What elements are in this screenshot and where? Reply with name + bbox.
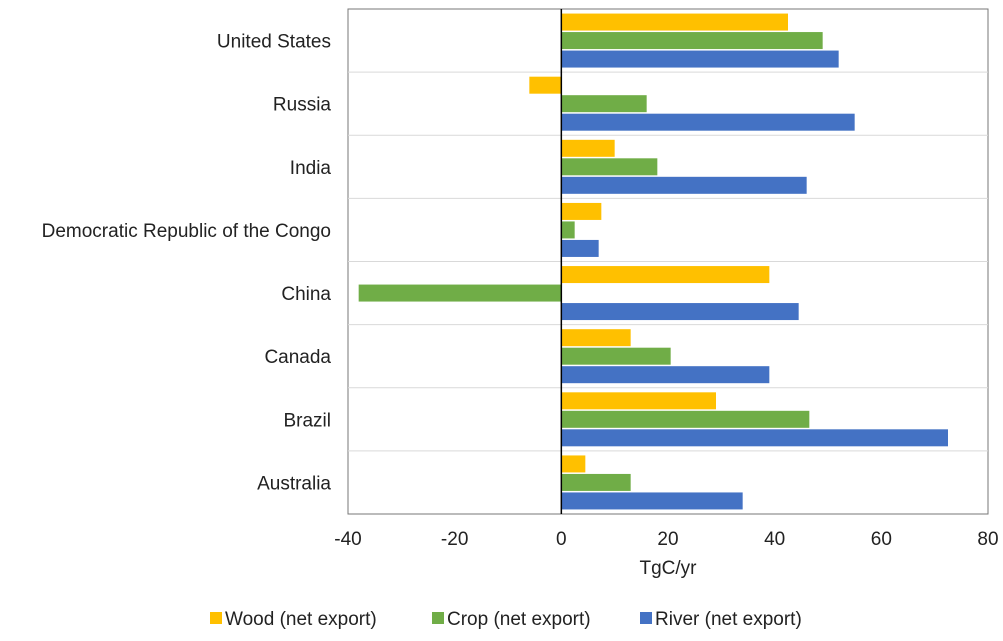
bar-crop bbox=[561, 158, 658, 176]
bar-wood bbox=[561, 13, 788, 31]
bar-wood bbox=[561, 202, 602, 220]
bar-wood bbox=[561, 392, 716, 410]
category-label: United States bbox=[217, 32, 331, 53]
category-label: India bbox=[290, 158, 332, 179]
bar-crop bbox=[561, 410, 810, 428]
bar-river bbox=[561, 366, 770, 384]
bar-river bbox=[561, 50, 839, 68]
category-label: China bbox=[281, 284, 331, 305]
bar-wood bbox=[561, 139, 615, 157]
legend-label: Crop (net export) bbox=[447, 609, 591, 630]
category-separators bbox=[348, 71, 988, 452]
bar-crop bbox=[561, 32, 823, 50]
bar-river bbox=[561, 176, 807, 194]
bar-river bbox=[561, 492, 743, 510]
category-labels: United States Russia India Democratic Repub… bbox=[42, 32, 332, 495]
bar-wood bbox=[529, 76, 562, 94]
bar-crop bbox=[358, 284, 562, 302]
bar-river bbox=[561, 239, 599, 257]
category-label: Russia bbox=[273, 95, 332, 116]
category-label: Australia bbox=[257, 473, 331, 494]
bar-crop bbox=[561, 95, 647, 113]
x-tick-label: -40 bbox=[334, 529, 361, 550]
x-axis-title: TgC/yr bbox=[640, 558, 698, 579]
x-tick-label: 60 bbox=[871, 529, 892, 550]
bar-crop bbox=[561, 473, 631, 491]
bar-wood bbox=[561, 329, 631, 347]
x-tick-label: 0 bbox=[556, 529, 567, 550]
category-label: Brazil bbox=[283, 410, 331, 431]
x-tick-label: -20 bbox=[441, 529, 468, 550]
bar-crop bbox=[561, 347, 671, 365]
x-tick-label: 40 bbox=[764, 529, 785, 550]
x-tick-labels: -40 -20 0 20 40 60 80 bbox=[334, 529, 998, 550]
bar-wood bbox=[561, 455, 586, 473]
bars bbox=[358, 13, 948, 510]
bar-river bbox=[561, 303, 799, 321]
legend-swatch bbox=[210, 612, 222, 624]
x-tick-label: 80 bbox=[977, 529, 998, 550]
legend-swatch bbox=[640, 612, 652, 624]
bar-wood bbox=[561, 266, 770, 284]
x-tick-label: 20 bbox=[657, 529, 678, 550]
category-label: Canada bbox=[264, 347, 331, 368]
legend-label: River (net export) bbox=[655, 609, 802, 630]
bar-river bbox=[561, 113, 855, 131]
category-label: Democratic Republic of the Congo bbox=[42, 221, 331, 242]
bar-river bbox=[561, 429, 948, 447]
legend: Wood (net export) Crop (net export) River … bbox=[210, 609, 802, 630]
legend-label: Wood (net export) bbox=[225, 609, 377, 630]
legend-swatch bbox=[432, 612, 444, 624]
bar-crop bbox=[561, 221, 575, 239]
